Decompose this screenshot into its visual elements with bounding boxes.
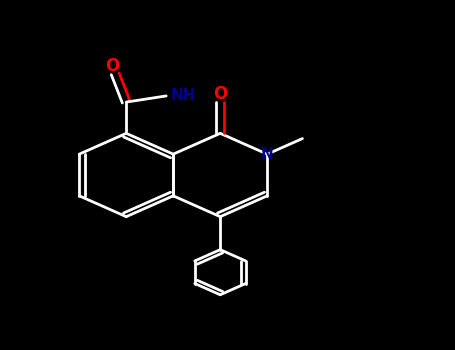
Text: NH: NH (171, 89, 196, 104)
Text: O: O (213, 85, 228, 104)
Text: O: O (105, 57, 120, 76)
Text: N: N (261, 147, 273, 162)
